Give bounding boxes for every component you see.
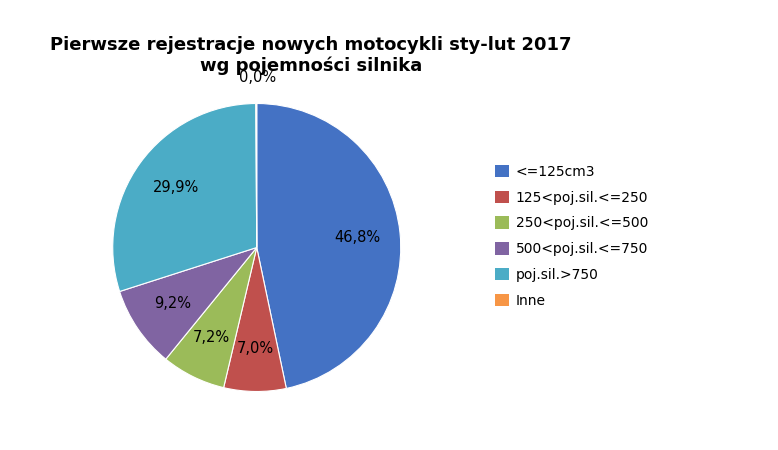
- Wedge shape: [120, 248, 257, 359]
- Text: 7,0%: 7,0%: [237, 341, 273, 356]
- Legend: <=125cm3, 125<poj.sil.<=250, 250<poj.sil.<=500, 500<poj.sil.<=750, poj.sil.>750,: <=125cm3, 125<poj.sil.<=250, 250<poj.sil…: [489, 159, 654, 313]
- Wedge shape: [256, 104, 257, 248]
- Wedge shape: [113, 104, 257, 292]
- Wedge shape: [166, 248, 257, 387]
- Wedge shape: [223, 248, 286, 392]
- Text: 29,9%: 29,9%: [152, 180, 199, 195]
- Text: 46,8%: 46,8%: [334, 230, 380, 245]
- Wedge shape: [257, 104, 401, 388]
- Text: Pierwsze rejestracje nowych motocykli sty-lut 2017
wg pojemności silnika: Pierwsze rejestracje nowych motocykli st…: [51, 36, 572, 76]
- Text: 0,0%: 0,0%: [239, 70, 276, 85]
- Text: 9,2%: 9,2%: [155, 296, 191, 311]
- Text: 7,2%: 7,2%: [193, 330, 230, 345]
